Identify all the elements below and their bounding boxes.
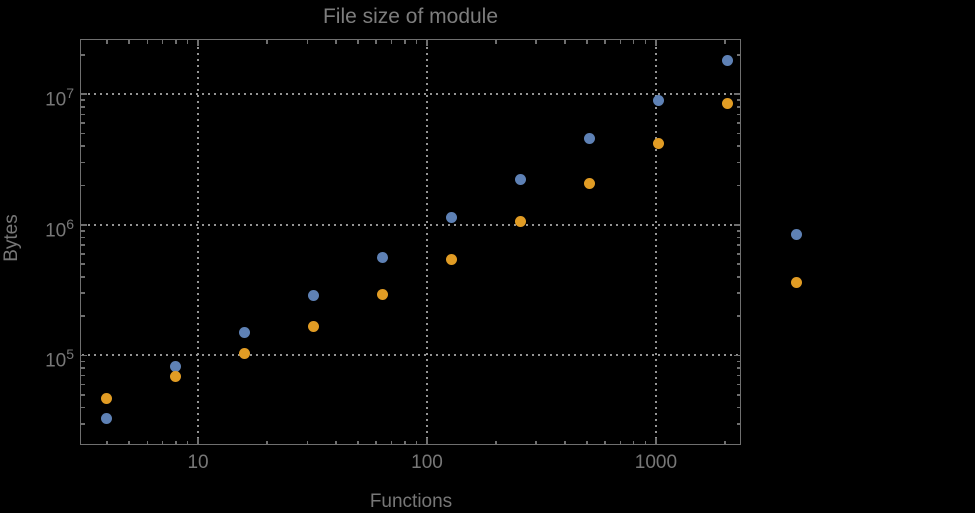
x-axis-label: Functions [369, 491, 453, 512]
x-tick-label: 1000 [634, 452, 678, 473]
plot-frame [80, 39, 741, 445]
chart-title: File size of module [322, 5, 499, 28]
x-tick-label: 100 [411, 452, 443, 473]
y-tick-label: 107 [45, 85, 74, 111]
orange-series-point [790, 277, 802, 289]
y-tick-label: 105 [45, 346, 74, 372]
exponent: 5 [66, 346, 74, 363]
y-axis-label: Bytes [1, 214, 22, 262]
blue-series-point [790, 229, 802, 241]
exponent: 7 [66, 85, 74, 102]
x-tick-label: 10 [187, 452, 209, 473]
exponent: 6 [66, 215, 74, 232]
